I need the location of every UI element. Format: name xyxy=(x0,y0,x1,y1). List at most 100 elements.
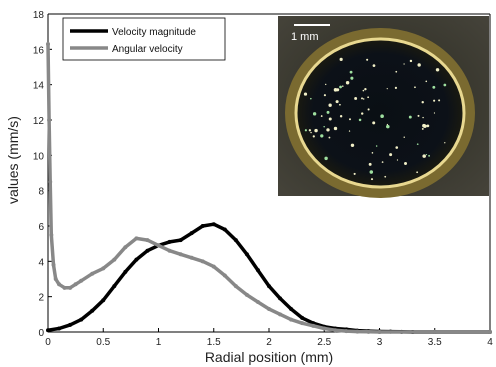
particle xyxy=(328,103,332,107)
particle xyxy=(320,134,324,138)
data-point-angular-velocity xyxy=(355,329,360,334)
data-point-angular-velocity xyxy=(53,277,58,281)
data-point-velocity-magnitude xyxy=(68,322,73,327)
data-point-angular-velocity xyxy=(344,329,349,334)
particle xyxy=(421,101,424,104)
data-point-angular-velocity xyxy=(123,245,128,250)
particles xyxy=(303,57,447,181)
particle xyxy=(364,87,367,91)
particle xyxy=(325,83,327,86)
data-point-angular-velocity xyxy=(167,248,172,253)
particle xyxy=(333,126,338,131)
legend-label-velocity-magnitude: Velocity magnitude xyxy=(112,27,196,38)
data-point-angular-velocity xyxy=(278,312,283,317)
well-outer-ring xyxy=(285,28,475,198)
particle xyxy=(314,128,318,133)
data-point-angular-velocity xyxy=(112,257,117,262)
particle xyxy=(310,97,312,100)
series-layer xyxy=(46,42,492,334)
particle xyxy=(417,63,421,67)
data-point-angular-velocity xyxy=(134,236,139,241)
particle xyxy=(422,123,426,128)
data-point-velocity-magnitude xyxy=(189,231,194,236)
y-tick-label: 4 xyxy=(38,257,44,268)
data-point-angular-velocity xyxy=(432,330,437,334)
particle xyxy=(425,153,428,156)
well-inner-rim xyxy=(294,37,466,189)
data-point-velocity-magnitude xyxy=(123,269,128,274)
data-point-velocity-magnitude xyxy=(300,315,305,320)
particle xyxy=(358,118,362,122)
particle xyxy=(396,159,399,161)
data-point-angular-velocity xyxy=(46,42,50,47)
particle xyxy=(372,121,376,125)
particle xyxy=(422,154,426,158)
legend: Velocity magnitude Angular velocity xyxy=(62,17,226,61)
data-point-angular-velocity xyxy=(366,329,371,334)
particle xyxy=(366,58,369,61)
data-point-velocity-magnitude xyxy=(101,298,106,303)
particle xyxy=(438,99,441,102)
y-tick-label: 0 xyxy=(38,328,44,339)
particle xyxy=(348,130,351,132)
particle xyxy=(361,112,364,115)
data-point-velocity-magnitude xyxy=(178,238,183,243)
particle xyxy=(408,115,412,119)
data-point-velocity-magnitude xyxy=(267,284,271,289)
data-point-angular-velocity xyxy=(189,255,194,260)
data-point-angular-velocity xyxy=(178,252,183,257)
data-point-velocity-magnitude xyxy=(112,284,117,289)
particle xyxy=(361,97,363,100)
particle xyxy=(416,143,419,146)
particle xyxy=(326,128,330,132)
particle xyxy=(339,57,343,61)
particle xyxy=(350,143,355,148)
particle xyxy=(345,80,350,85)
particle xyxy=(416,171,419,174)
data-point-angular-velocity xyxy=(90,271,95,276)
y-tick-label: 2 xyxy=(38,293,44,304)
data-point-angular-velocity xyxy=(488,330,492,334)
y-tick-label: 12 xyxy=(33,116,45,127)
microscopy-inset-image: 1 mm xyxy=(278,16,489,198)
particle xyxy=(323,94,326,97)
data-point-velocity-magnitude xyxy=(145,248,150,253)
particle xyxy=(426,124,430,128)
data-point-angular-velocity xyxy=(289,317,294,322)
particle xyxy=(421,127,424,130)
data-point-angular-velocity xyxy=(101,266,106,271)
data-point-velocity-magnitude xyxy=(167,239,172,244)
particle xyxy=(326,110,330,114)
data-point-angular-velocity xyxy=(333,328,338,333)
particle xyxy=(320,115,323,117)
data-point-velocity-magnitude xyxy=(79,317,84,322)
data-point-angular-velocity xyxy=(51,262,56,267)
particle xyxy=(312,135,315,138)
x-tick-label: 4 xyxy=(487,337,493,348)
scale-bar-label: 1 mm xyxy=(291,31,319,43)
data-point-angular-velocity xyxy=(57,282,62,287)
data-point-velocity-magnitude xyxy=(255,268,260,273)
x-tick-label: 0 xyxy=(45,337,51,348)
data-point-angular-velocity xyxy=(68,285,73,290)
particle xyxy=(308,129,312,132)
x-axis-title: Radial position (mm) xyxy=(205,349,333,365)
particle xyxy=(333,88,338,92)
particle xyxy=(409,59,413,63)
particle xyxy=(362,98,365,100)
data-point-angular-velocity xyxy=(200,259,205,264)
particle xyxy=(303,92,308,96)
data-point-velocity-magnitude xyxy=(244,252,249,257)
particle xyxy=(395,70,398,73)
particle xyxy=(339,103,341,106)
data-point-velocity-magnitude xyxy=(200,224,205,228)
data-point-angular-velocity xyxy=(156,243,161,248)
y-axis-title: values (mm/s) xyxy=(5,116,21,204)
particle xyxy=(328,136,331,139)
y-tick-label: 18 xyxy=(33,10,45,21)
particle xyxy=(425,80,428,83)
particle xyxy=(386,88,388,90)
particle xyxy=(312,112,317,116)
data-point-angular-velocity xyxy=(300,321,305,326)
